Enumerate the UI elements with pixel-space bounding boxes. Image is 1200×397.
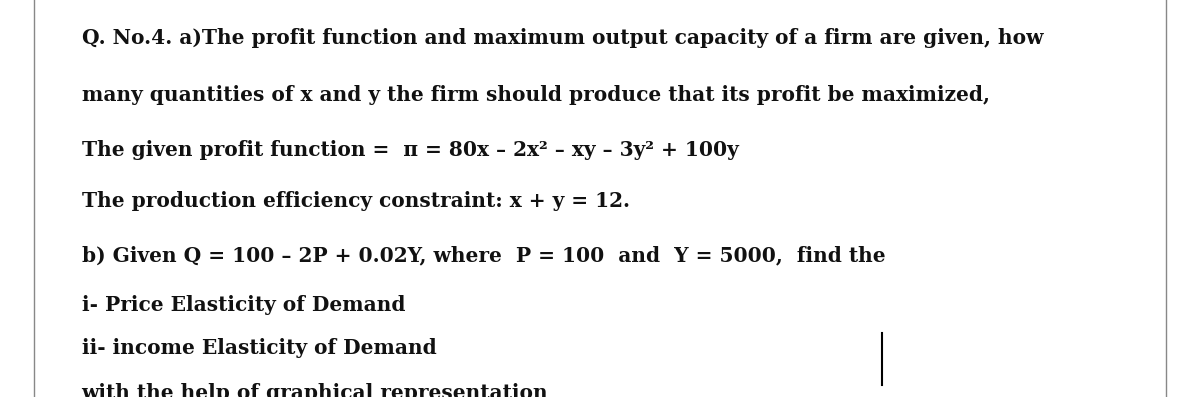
Text: ii- income Elasticity of Demand: ii- income Elasticity of Demand	[82, 338, 437, 358]
Text: The production efficiency constraint: x + y = 12.: The production efficiency constraint: x …	[82, 191, 630, 211]
Text: i- Price Elasticity of Demand: i- Price Elasticity of Demand	[82, 295, 406, 315]
Text: Q. No.4. a)The profit function and maximum output capacity of a firm are given, : Q. No.4. a)The profit function and maxim…	[82, 28, 1043, 48]
Text: b) Given Q = 100 – 2P + 0.02Y, where  P = 100  and  Y = 5000,  find the: b) Given Q = 100 – 2P + 0.02Y, where P =…	[82, 245, 886, 265]
Text: The given profit function =  π = 80x – 2x² – xy – 3y² + 100y: The given profit function = π = 80x – 2x…	[82, 140, 738, 160]
Text: with the help of graphical representation: with the help of graphical representatio…	[82, 383, 548, 397]
Text: many quantities of x and y the firm should produce that its profit be maximized,: many quantities of x and y the firm shou…	[82, 85, 990, 105]
